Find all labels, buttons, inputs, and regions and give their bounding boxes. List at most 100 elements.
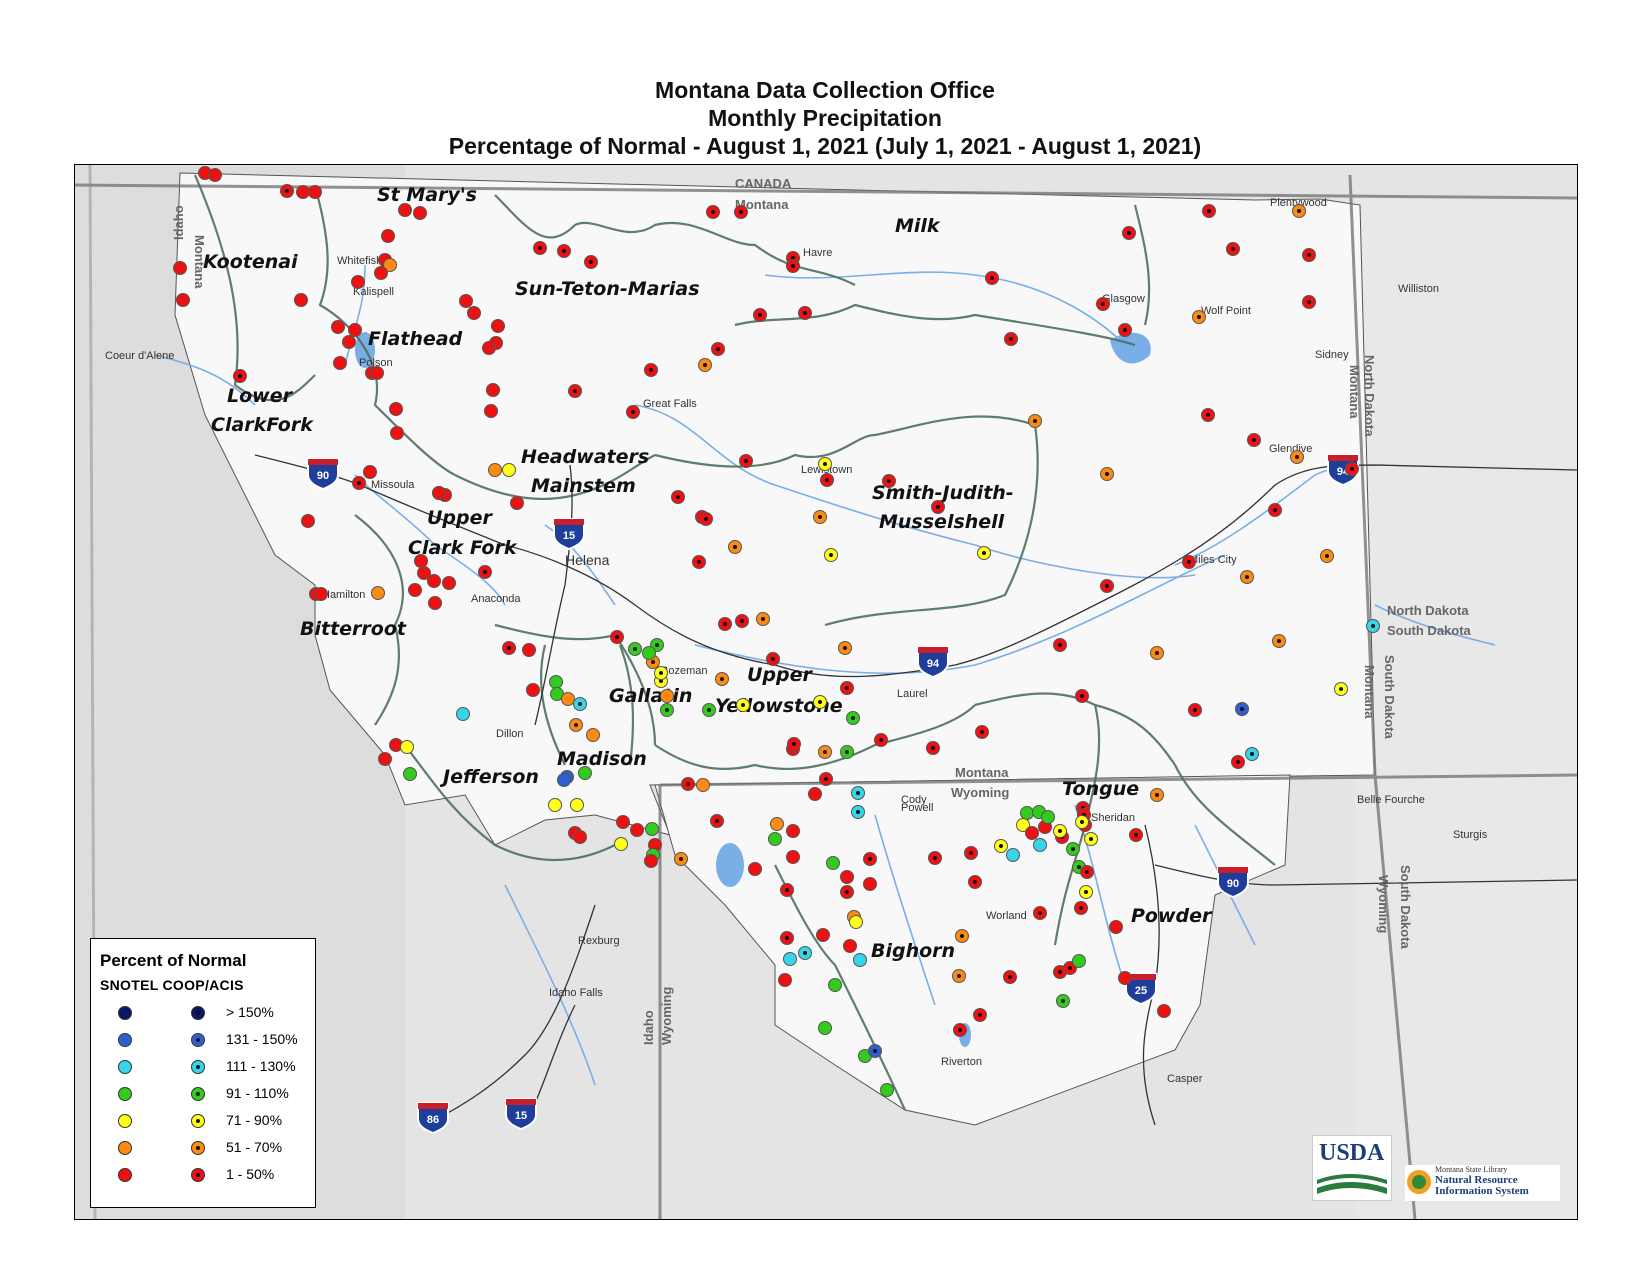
coop-station-marker (1028, 414, 1042, 428)
legend-label: 91 - 110% (226, 1085, 289, 1101)
coop-station-marker (352, 476, 366, 490)
precipitation-map[interactable]: Kootenai St Mary's Milk Sun-Teton-Marias… (74, 164, 1578, 1220)
coop-station-marker (1247, 433, 1261, 447)
snotel-station-marker (1025, 826, 1039, 840)
place-label: Great Falls (643, 398, 697, 410)
coop-station-marker (813, 510, 827, 524)
svg-text:90: 90 (317, 470, 329, 482)
snotel-station-marker (630, 823, 644, 837)
coop-station-marker (1290, 450, 1304, 464)
coop-station-marker (813, 695, 827, 709)
state-label: Montana (192, 235, 207, 289)
coop-station-marker (533, 241, 547, 255)
coop-station-marker (1056, 994, 1070, 1008)
coop-swatch (191, 1168, 205, 1182)
snotel-station-marker (1118, 971, 1132, 985)
place-label: Polson (359, 357, 393, 369)
coop-station-marker (882, 474, 896, 488)
coop-station-marker (1150, 788, 1164, 802)
coop-station-marker (787, 737, 801, 751)
coop-station-marker (818, 457, 832, 471)
coop-station-marker (702, 703, 716, 717)
coop-swatch (191, 1141, 205, 1155)
basin-label: Milk (895, 215, 941, 237)
snotel-station-marker (816, 928, 830, 942)
snotel-station-marker (570, 798, 584, 812)
coop-station-marker (766, 652, 780, 666)
coop-station-marker (1235, 702, 1249, 716)
coop-station-marker (1066, 842, 1080, 856)
snotel-station-marker (301, 514, 315, 528)
legend-row: 71 - 90% (91, 1109, 315, 1131)
coop-station-marker (1231, 755, 1245, 769)
snotel-station-marker (400, 740, 414, 754)
place-label: Glasgow (1102, 293, 1145, 305)
usda-logo: USDA (1312, 1135, 1392, 1201)
coop-station-marker (780, 931, 794, 945)
coop-station-marker (840, 681, 854, 695)
legend-row: 51 - 70% (91, 1136, 315, 1158)
snotel-station-marker (342, 335, 356, 349)
coop-station-marker (1268, 503, 1282, 517)
nris-line-2: Natural Resource (1435, 1174, 1518, 1186)
nris-logo: Montana State Library Natural Resource In… (1405, 1165, 1560, 1201)
snotel-station-marker (403, 767, 417, 781)
snotel-station-marker (696, 778, 710, 792)
coop-station-marker (654, 666, 668, 680)
snotel-station-marker (383, 258, 397, 272)
svg-text:86: 86 (427, 1114, 439, 1126)
legend-box: Percent of Normal SNOTEL COOP/ACIS > 150… (90, 938, 316, 1208)
basin-label: Upper (427, 507, 494, 529)
nris-line-3: Information System (1435, 1185, 1529, 1197)
coop-station-marker (753, 308, 767, 322)
snotel-station-marker (398, 203, 412, 217)
place-label: Wolf Point (1201, 305, 1251, 317)
coop-station-marker (838, 641, 852, 655)
coop-station-marker (1150, 646, 1164, 660)
interstate-shield: 90 (307, 458, 339, 491)
state-label: North Dakota (1362, 355, 1377, 437)
snotel-station-marker (522, 643, 536, 657)
coop-station-marker (928, 851, 942, 865)
coop-station-marker (840, 885, 854, 899)
snotel-station-marker (467, 306, 481, 320)
coop-station-marker (671, 490, 685, 504)
coop-station-marker (1004, 332, 1018, 346)
legend-label: 111 - 130% (226, 1058, 296, 1074)
coop-station-marker (1334, 682, 1348, 696)
snotel-station-marker (389, 402, 403, 416)
snotel-swatch (118, 1168, 132, 1182)
coop-station-marker (1302, 295, 1316, 309)
interstate-shield: 94 (917, 646, 949, 679)
usda-logo-text: USDA (1319, 1140, 1385, 1166)
basin-label: Lower (227, 385, 294, 407)
nris-lines: Natural Resource Information System (1435, 1175, 1529, 1197)
coop-station-marker (1075, 689, 1089, 703)
coop-station-marker (715, 672, 729, 686)
state-label: Montana (1362, 665, 1377, 719)
snotel-station-marker (853, 953, 867, 967)
snotel-station-marker (414, 554, 428, 568)
state-label: South Dakota (1387, 623, 1472, 638)
snotel-station-marker (1033, 838, 1047, 852)
place-label: Belle Fourche (1357, 794, 1425, 806)
snotel-station-marker (442, 576, 456, 590)
coop-station-marker (780, 883, 794, 897)
place-label: Miles City (1189, 554, 1237, 566)
station-markers (173, 166, 1380, 1097)
snotel-station-marker (417, 566, 431, 580)
coop-station-marker (1272, 634, 1286, 648)
snotel-station-marker (510, 496, 524, 510)
country-label: CANADA (735, 176, 792, 191)
coop-station-marker (1188, 703, 1202, 717)
coop-station-marker (1182, 555, 1196, 569)
coop-station-marker (863, 852, 877, 866)
coop-station-marker (698, 358, 712, 372)
coop-station-marker (660, 703, 674, 717)
coop-station-marker (735, 614, 749, 628)
snotel-station-marker (432, 486, 446, 500)
snotel-station-marker (578, 766, 592, 780)
coop-station-marker (610, 630, 624, 644)
place-label: Coeur d'Alene (105, 350, 174, 362)
coop-station-marker (280, 184, 294, 198)
